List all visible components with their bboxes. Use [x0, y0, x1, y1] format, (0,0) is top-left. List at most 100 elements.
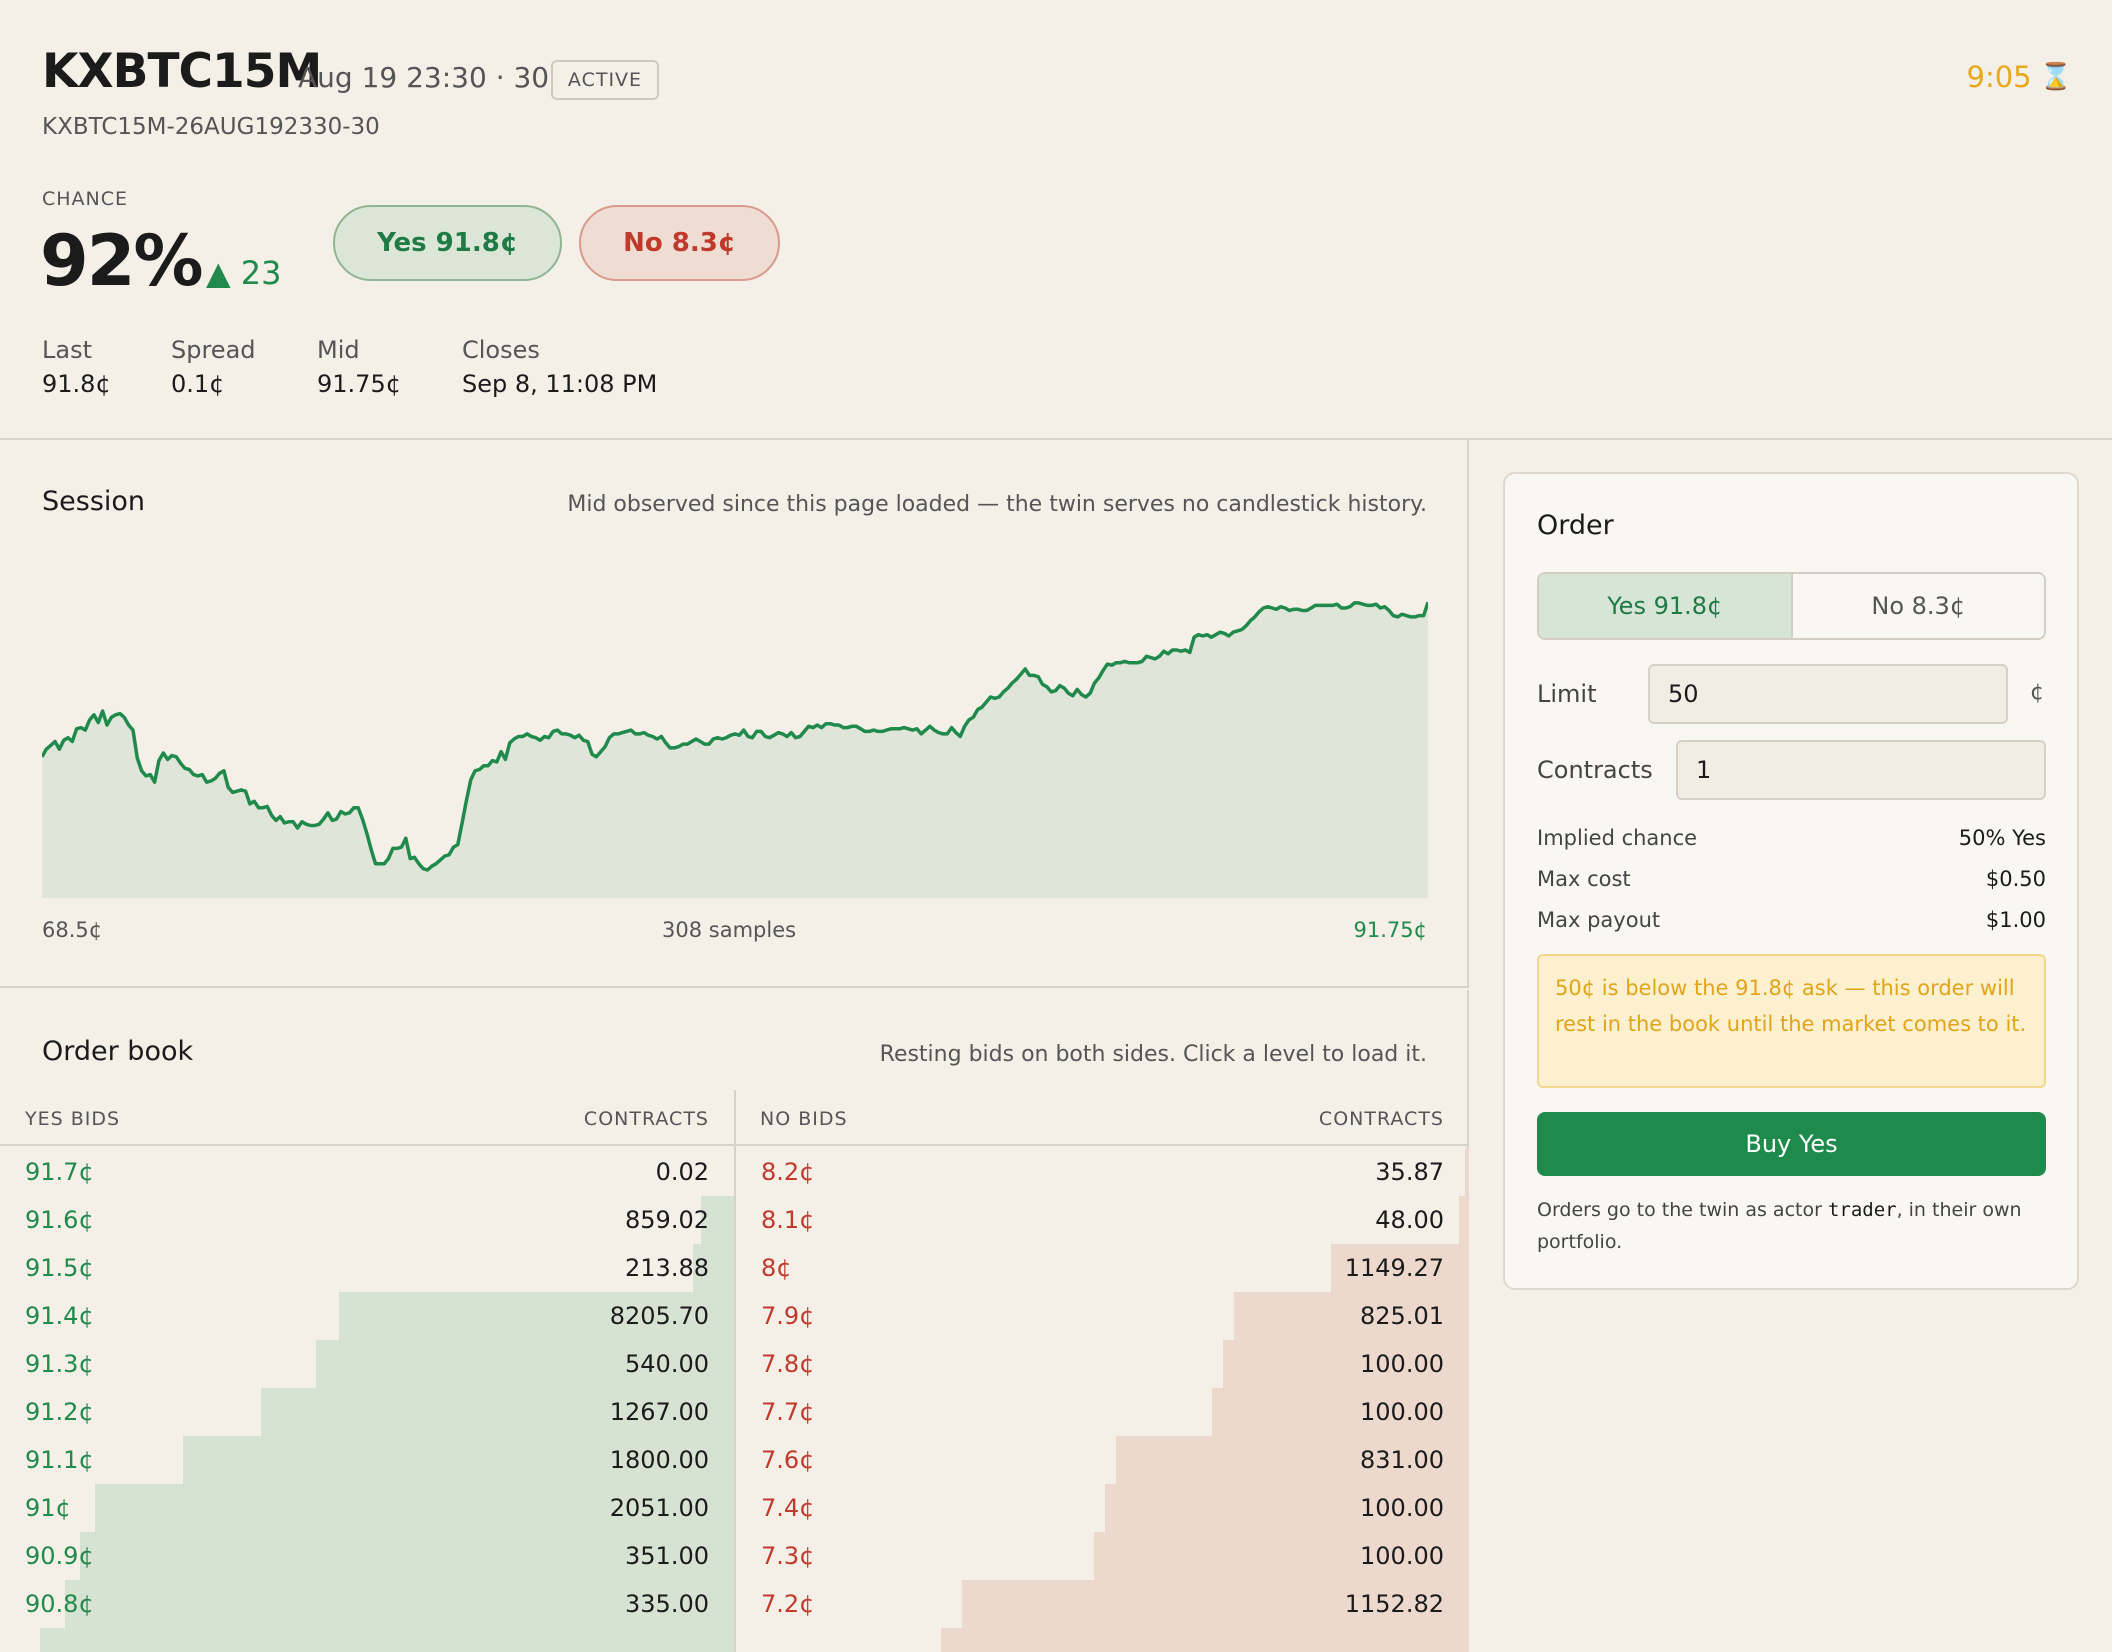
summary-key: Implied chance: [1537, 826, 1698, 850]
stat-closes: Closes Sep 8, 11:08 PM: [462, 336, 657, 398]
market-id: KXBTC15M-26AUG192330-30: [42, 114, 380, 140]
stat-value: 0.1¢: [171, 370, 225, 398]
no-depth-bar: [962, 1580, 1469, 1628]
no-bid-level[interactable]: 7.8¢ 100.00: [736, 1340, 1469, 1388]
no-bid-contracts: 825.01: [1360, 1302, 1444, 1330]
no-depth-bar: [1105, 1484, 1469, 1532]
yes-bid-price: 91.6¢: [25, 1206, 94, 1234]
no-bid-level[interactable]: 8¢ 1149.27: [736, 1244, 1469, 1292]
no-bid-contracts: 35.87: [1375, 1158, 1444, 1186]
summary-max-payout: Max payout $1.00: [1537, 908, 2046, 932]
yes-bid-level: [0, 1628, 734, 1652]
contracts-input[interactable]: [1676, 740, 2046, 800]
yes-bid-level[interactable]: 90.8¢ 335.00: [0, 1580, 734, 1628]
side-toggle: Yes 91.8¢ No 8.3¢: [1537, 572, 2046, 640]
yes-bid-price: 90.8¢: [25, 1590, 94, 1618]
market-subtitle: Aug 19 23:30 · 30: [298, 61, 550, 94]
chart-low-label: 68.5¢: [42, 918, 103, 942]
yes-bid-level[interactable]: 91.1¢ 1800.00: [0, 1436, 734, 1484]
no-bid-price: 7.3¢: [761, 1542, 815, 1570]
contracts-label: Contracts: [1537, 756, 1653, 784]
yes-bid-price: 91¢: [25, 1494, 71, 1522]
no-depth-bar: [1116, 1436, 1469, 1484]
yes-bids-list: 91.7¢ 0.02 91.6¢ 859.02 91.5¢ 213.88 91.4¢ 8205…: [0, 1148, 734, 1652]
yes-bid-level[interactable]: 91.6¢ 859.02: [0, 1196, 734, 1244]
chart-last-label: 91.75¢: [1353, 918, 1427, 942]
stat-label: Closes: [462, 336, 540, 364]
yes-bid-contracts: 213.88: [625, 1254, 709, 1282]
yes-bid-level[interactable]: 91.4¢ 8205.70: [0, 1292, 734, 1340]
yes-depth-bar: [701, 1196, 734, 1244]
footnote-pre: Orders go to the twin as actor: [1537, 1199, 1828, 1221]
no-bid-level[interactable]: 7.7¢ 100.00: [736, 1388, 1469, 1436]
yes-bid-level[interactable]: 91.3¢ 540.00: [0, 1340, 734, 1388]
hourglass-icon: ⌛: [2039, 62, 2072, 92]
limit-input[interactable]: [1648, 664, 2008, 724]
no-bids-list: 8.2¢ 35.87 8.1¢ 48.00 8¢ 1149.27 7.9¢ 825.01 7.8…: [736, 1148, 1469, 1652]
yes-depth-bar: [183, 1436, 734, 1484]
stat-value: Sep 8, 11:08 PM: [462, 370, 658, 398]
limit-label: Limit: [1537, 680, 1597, 708]
no-bid-contracts: 100.00: [1360, 1542, 1444, 1570]
buy-yes-pill[interactable]: Yes 91.8¢: [333, 205, 562, 281]
chart-samples-label: 308 samples: [662, 918, 797, 942]
yes-contracts-label: CONTRACTS: [583, 1108, 709, 1130]
summary-value: 50% Yes: [1958, 826, 2046, 850]
no-depth-bar: [1212, 1388, 1469, 1436]
stat-value: 91.75¢: [317, 370, 401, 398]
no-bid-price: 7.7¢: [761, 1398, 815, 1426]
session-title: Session: [42, 486, 146, 517]
session-note: Mid observed since this page loaded — th…: [567, 492, 1427, 517]
buy-no-pill[interactable]: No 8.3¢: [579, 205, 780, 281]
summary-key: Max cost: [1537, 867, 1631, 891]
yes-bid-contracts: 0.02: [655, 1158, 709, 1186]
yes-bids-header: YES BIDS CONTRACTS: [0, 1088, 734, 1146]
yes-bid-level[interactable]: 90.9¢ 351.00: [0, 1532, 734, 1580]
yes-bid-level[interactable]: 91.5¢ 213.88: [0, 1244, 734, 1292]
yes-depth-bar: [40, 1628, 734, 1652]
no-bid-level[interactable]: 7.4¢ 100.00: [736, 1484, 1469, 1532]
no-bids-label: NO BIDS: [760, 1108, 848, 1130]
summary-max-cost: Max cost $0.50: [1537, 867, 2046, 891]
yes-bid-contracts: 335.00: [625, 1590, 709, 1618]
yes-bid-level[interactable]: 91¢ 2051.00: [0, 1484, 734, 1532]
market-header: KXBTC15M Aug 19 23:30 · 30 ACTIVE KXBTC1…: [0, 0, 2112, 440]
no-bid-contracts: 100.00: [1360, 1398, 1444, 1426]
no-bid-level[interactable]: 8.1¢ 48.00: [736, 1196, 1469, 1244]
no-depth-bar: [1465, 1148, 1469, 1196]
no-depth-bar: [1223, 1340, 1469, 1388]
status-badge: ACTIVE: [551, 60, 659, 100]
no-bid-level[interactable]: 7.6¢ 831.00: [736, 1436, 1469, 1484]
side-yes-option[interactable]: Yes 91.8¢: [1539, 574, 1791, 638]
yes-bid-price: 91.3¢: [25, 1350, 94, 1378]
no-depth-bar: [941, 1628, 1469, 1652]
buy-yes-button[interactable]: Buy Yes: [1537, 1112, 2046, 1176]
no-depth-bar: [1331, 1244, 1469, 1292]
chance-value: 92%: [40, 220, 204, 302]
no-bid-level[interactable]: 7.2¢ 1152.82: [736, 1580, 1469, 1628]
no-bids-header: NO BIDS CONTRACTS: [736, 1088, 1469, 1146]
order-footnote: Orders go to the twin as actor trader, i…: [1537, 1194, 2046, 1258]
order-book-title: Order book: [42, 1036, 194, 1067]
side-no-option[interactable]: No 8.3¢: [1790, 574, 2044, 638]
yes-bid-level[interactable]: 91.2¢ 1267.00: [0, 1388, 734, 1436]
yes-bid-price: 91.4¢: [25, 1302, 94, 1330]
chance-label: CHANCE: [42, 188, 129, 210]
no-bid-level[interactable]: 8.2¢ 35.87: [736, 1148, 1469, 1196]
no-bid-level[interactable]: 7.9¢ 825.01: [736, 1292, 1469, 1340]
yes-bid-contracts: 859.02: [625, 1206, 709, 1234]
no-bid-contracts: 1149.27: [1344, 1254, 1444, 1282]
yes-bid-level[interactable]: 91.7¢ 0.02: [0, 1148, 734, 1196]
yes-depth-bar: [80, 1532, 734, 1580]
yes-depth-bar: [95, 1484, 734, 1532]
no-bid-price: 7.4¢: [761, 1494, 815, 1522]
stat-value: 91.8¢: [42, 370, 111, 398]
order-title: Order: [1537, 510, 1614, 541]
no-bid-level[interactable]: 7.3¢ 100.00: [736, 1532, 1469, 1580]
no-depth-bar: [1459, 1196, 1469, 1244]
no-bid-contracts: 48.00: [1375, 1206, 1444, 1234]
yes-bid-contracts: 1800.00: [609, 1446, 709, 1474]
no-bid-price: 8.1¢: [761, 1206, 815, 1234]
order-panel: Order Yes 91.8¢ No 8.3¢ Limit ¢ Contract…: [1503, 472, 2079, 1290]
yes-depth-bar: [339, 1292, 734, 1340]
